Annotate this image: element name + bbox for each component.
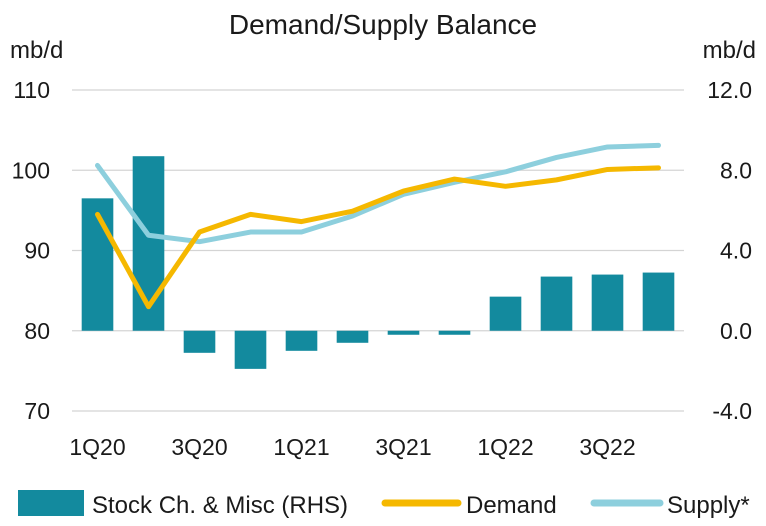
x-tick-label: 3Q20 <box>171 434 227 460</box>
right-tick-label: 12.0 <box>707 77 752 103</box>
right-axis-ticks: 12.0 8.0 4.0 0.0 -4.0 <box>707 77 752 424</box>
x-tick-label: 1Q20 <box>69 434 125 460</box>
right-tick-label: 4.0 <box>720 238 752 264</box>
bar-4Q21 <box>438 330 471 335</box>
legend-label-stock-change: Stock Ch. & Misc (RHS) <box>92 492 348 519</box>
right-tick-label: -4.0 <box>712 398 752 424</box>
left-tick-label: 110 <box>13 77 50 103</box>
bar-1Q20 <box>81 198 114 331</box>
line-series <box>95 142 661 310</box>
left-axis-ticks: 110 100 90 80 70 <box>12 77 50 424</box>
x-tick-label: 3Q22 <box>579 434 635 460</box>
chart-title: Demand/Supply Balance <box>229 9 537 40</box>
bar-1Q21 <box>285 330 318 351</box>
right-tick-label: 8.0 <box>720 157 752 183</box>
stock-change-bars <box>81 156 675 369</box>
bar-3Q22 <box>591 274 624 331</box>
x-tick-label: 1Q21 <box>273 434 329 460</box>
legend: Stock Ch. & Misc (RHS) Demand Supply* <box>18 490 750 519</box>
bar-3Q20 <box>183 330 216 353</box>
bar-4Q22 <box>642 272 675 331</box>
legend-label-demand: Demand <box>466 492 557 519</box>
bar-4Q20 <box>234 330 267 369</box>
right-tick-label: 0.0 <box>720 318 752 344</box>
bar-1Q22 <box>489 296 522 331</box>
left-tick-label: 80 <box>24 318 50 344</box>
bar-3Q21 <box>387 330 420 335</box>
left-tick-label: 70 <box>24 398 50 424</box>
x-axis-ticks: 1Q20 3Q20 1Q21 3Q21 1Q22 3Q22 <box>69 434 635 460</box>
right-axis-unit: mb/d <box>703 37 756 64</box>
left-tick-label: 100 <box>12 157 50 183</box>
left-tick-label: 90 <box>24 238 50 264</box>
left-axis-unit: mb/d <box>10 37 63 64</box>
line-demand <box>95 165 661 310</box>
bar-2Q21 <box>336 330 369 343</box>
x-tick-label: 3Q21 <box>375 434 431 460</box>
x-tick-label: 1Q22 <box>477 434 533 460</box>
bar-2Q22 <box>540 276 573 331</box>
line-supply <box>95 142 661 245</box>
legend-swatch-stock-change <box>18 490 84 516</box>
gridlines <box>72 89 684 412</box>
legend-label-supply: Supply* <box>667 492 750 519</box>
